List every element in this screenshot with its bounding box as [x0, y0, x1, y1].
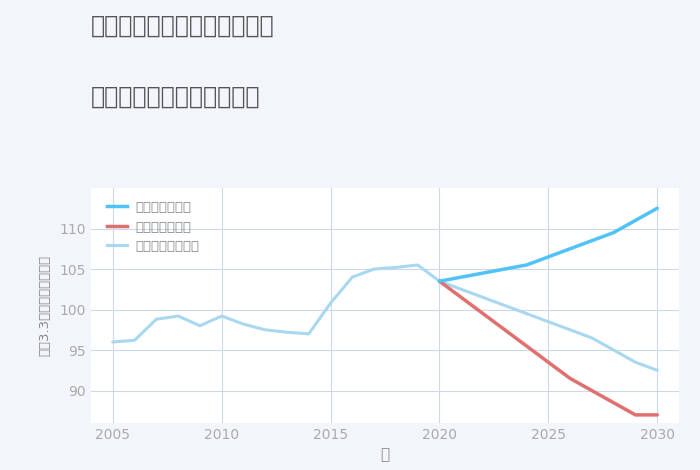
Legend: グッドシナリオ, バッドシナリオ, ノーマルシナリオ: グッドシナリオ, バッドシナリオ, ノーマルシナリオ: [104, 197, 203, 257]
Text: 岐阜県高山市国府町三日町の: 岐阜県高山市国府町三日町の: [91, 14, 274, 38]
X-axis label: 年: 年: [380, 447, 390, 462]
Text: 中古マンションの価格推移: 中古マンションの価格推移: [91, 85, 260, 109]
Y-axis label: 坪（3.3㎡）単価（万円）: 坪（3.3㎡）単価（万円）: [38, 255, 51, 356]
